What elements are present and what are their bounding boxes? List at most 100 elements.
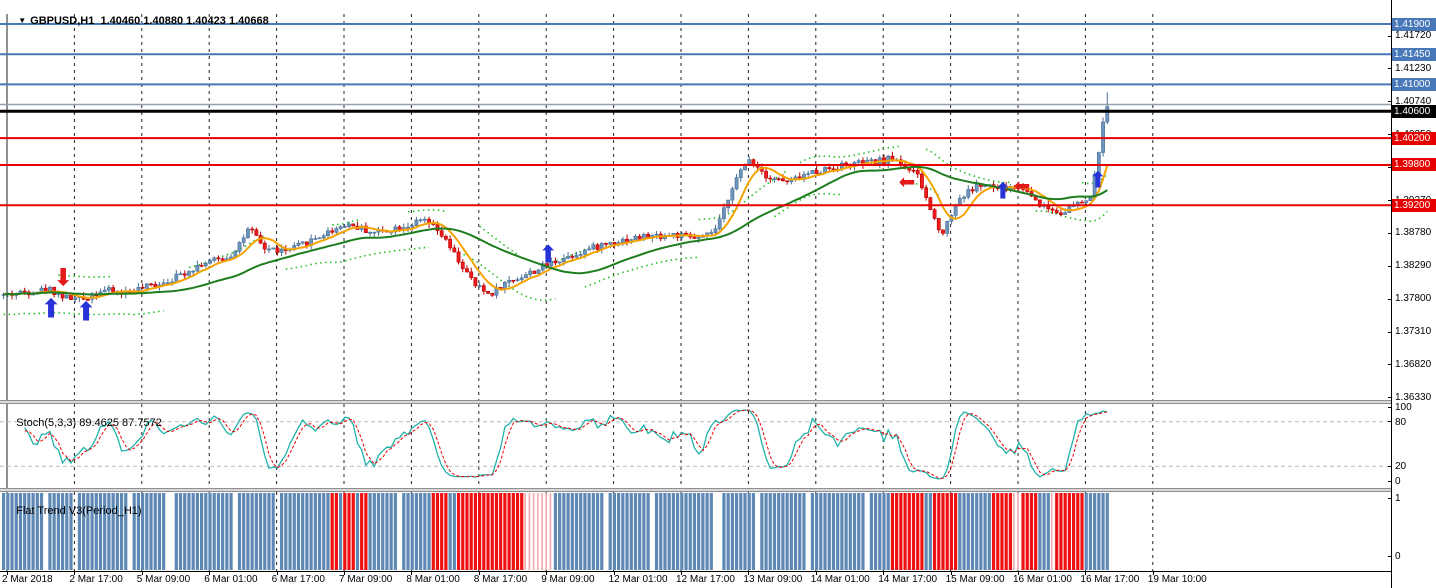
time-tick-label: 5 Mar 09:00 [136, 574, 191, 585]
up-arrow-marker[interactable]: ⬆ [993, 179, 1013, 205]
up-arrow-marker[interactable]: ⬆ [537, 240, 559, 269]
flat-trend-bar-blue [157, 493, 162, 570]
upper-band-dots [551, 243, 598, 263]
flat-trend-bar-blue [1097, 493, 1101, 570]
stochastic-panel[interactable] [0, 404, 1391, 488]
axis-tick-mark [1388, 200, 1392, 201]
left-arrow-marker[interactable]: ⬅ [1013, 173, 1031, 198]
flat-trend-bar-blue [225, 493, 229, 570]
flat-trend-bar-blue [1046, 493, 1050, 570]
flat-trend-bar-red [435, 493, 440, 570]
time-tick-mark [748, 571, 750, 575]
time-tick-label: 9 Mar 09:00 [541, 574, 595, 585]
axis-tick-mark [1388, 421, 1392, 423]
flat-trend-bar-blue [722, 493, 726, 570]
flat-trend-bar-blue [115, 493, 119, 570]
flat-trend-bar-blue [246, 493, 250, 570]
flat-trend-bar-blue [562, 493, 566, 570]
axis-tick-mark [1388, 265, 1392, 267]
flat-trend-bar-blue [267, 493, 271, 570]
panel-separator[interactable] [0, 488, 1391, 492]
left-arrow-marker[interactable]: ⬅ [898, 169, 916, 194]
flat-trend-bar-blue [659, 493, 663, 570]
flat-trend-bar-blue [595, 493, 600, 570]
flat-trend-bar-red [907, 493, 911, 570]
flat-trend-panel[interactable] [0, 492, 1391, 571]
time-tick-label: 12 Mar 17:00 [676, 574, 735, 585]
up-arrow-marker[interactable]: ⬆ [1088, 168, 1108, 194]
flat-trend-bar-blue [393, 493, 397, 570]
flat-trend-bar-blue [301, 493, 305, 570]
main-price-chart[interactable] [0, 0, 1391, 401]
flat-trend-bar-blue [317, 493, 322, 570]
flat-trend-bar-blue [701, 493, 705, 570]
upper-band-dots [332, 218, 362, 226]
price-tick-label: 1.36820 [1395, 358, 1432, 370]
flat-trend-bar-blue [132, 493, 136, 570]
time-axis-border-line [0, 571, 1391, 572]
flat-trend-bar-blue [271, 493, 275, 570]
flat-trend-bar-red [1017, 493, 1019, 570]
flat-trend-bar-red [490, 493, 494, 570]
flat-trend-bar-blue [98, 493, 103, 570]
flat-trend-bar-blue [326, 493, 330, 570]
flat-trend-bar-blue [987, 493, 991, 570]
flat-trend-bar-blue [574, 493, 579, 570]
flat-trend-bar-red [334, 493, 338, 570]
flat-trend-bar-blue [60, 493, 65, 570]
flat-trend-bar-blue [688, 493, 692, 570]
time-tick-label: 16 Mar 17:00 [1080, 574, 1140, 585]
flat-trend-bar-red [343, 493, 347, 570]
flat-trend-bar-red [461, 493, 465, 570]
flat-trend-bar-blue [777, 493, 781, 570]
flat-trend-bar-red [954, 493, 958, 570]
flat-trend-bar-blue [802, 493, 806, 570]
flat-trend-bar-blue [94, 493, 98, 570]
price-tick-label: 1.40740 [1395, 95, 1432, 107]
flat-trend-bar-red [494, 493, 499, 570]
time-tick-mark [276, 571, 278, 575]
flat-trend-bar-blue [886, 493, 890, 570]
ma-slow-line [3, 165, 1108, 296]
price-tick-label: 1.37800 [1395, 293, 1432, 305]
flat-trend-bar-blue [124, 493, 128, 570]
flat-trend-bar-blue [174, 493, 178, 570]
level-price-label: 1.40200 [1392, 131, 1436, 145]
up-arrow-marker[interactable]: ⬆ [75, 297, 97, 328]
level-price-label: 1.41000 [1392, 77, 1436, 91]
upper-band-dots [698, 169, 788, 221]
flat-trend-bar-blue [183, 493, 187, 570]
flat-trend-bar-blue [258, 493, 263, 570]
panel-separator[interactable] [0, 400, 1391, 404]
flat-trend-bar-blue [591, 493, 595, 570]
time-tick-label: 12 Mar 01:00 [608, 574, 668, 585]
flat-trend-bar-red [541, 493, 543, 570]
flat-trend-bar-red [478, 493, 482, 570]
flat-trend-bar-blue [928, 493, 932, 570]
time-tick-label: 6 Mar 17:00 [271, 574, 325, 585]
flat-trend-bar-blue [292, 493, 296, 570]
flat-trend-bar-blue [376, 493, 381, 570]
flat-trend-bar-blue [339, 493, 343, 570]
level-price-label: 1.41450 [1392, 47, 1436, 61]
flat-trend-bar-blue [558, 493, 562, 570]
up-arrow-marker[interactable]: ⬆ [40, 294, 62, 325]
flat-trend-bar-blue [873, 493, 878, 570]
flat-trend-bar-red [469, 493, 473, 570]
flat-trend-bar-blue [697, 493, 701, 570]
flat-trend-bar-blue [958, 493, 962, 570]
flat-trend-bar-blue [823, 493, 827, 570]
price-tick-label: 1.41230 [1395, 62, 1432, 74]
time-tick-mark [1085, 571, 1087, 575]
flat-trend-bar-blue [2, 493, 6, 570]
flat-trend-bar-blue [204, 493, 208, 570]
flat-trend-bar-blue [844, 493, 848, 570]
high-value: 1.40880 [143, 15, 184, 27]
flat-trend-bar-blue [195, 493, 199, 570]
flat-trend-bar-red [899, 493, 903, 570]
flat-trend-bar-blue [263, 493, 267, 570]
down-arrow-marker[interactable]: ⬇ [52, 263, 74, 292]
axis-tick-mark [1388, 68, 1392, 70]
flat-trend-bar-red [503, 493, 507, 570]
